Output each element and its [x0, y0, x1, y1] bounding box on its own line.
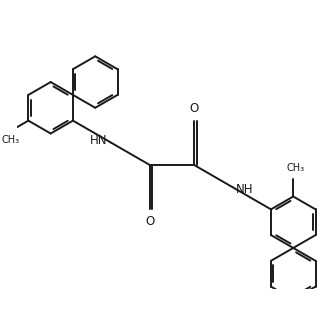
- Text: HN: HN: [90, 134, 108, 147]
- Text: O: O: [189, 102, 199, 115]
- Text: NH: NH: [236, 183, 254, 196]
- Text: O: O: [145, 215, 154, 228]
- Text: CH₃: CH₃: [286, 163, 305, 174]
- Text: CH₃: CH₃: [2, 135, 20, 145]
